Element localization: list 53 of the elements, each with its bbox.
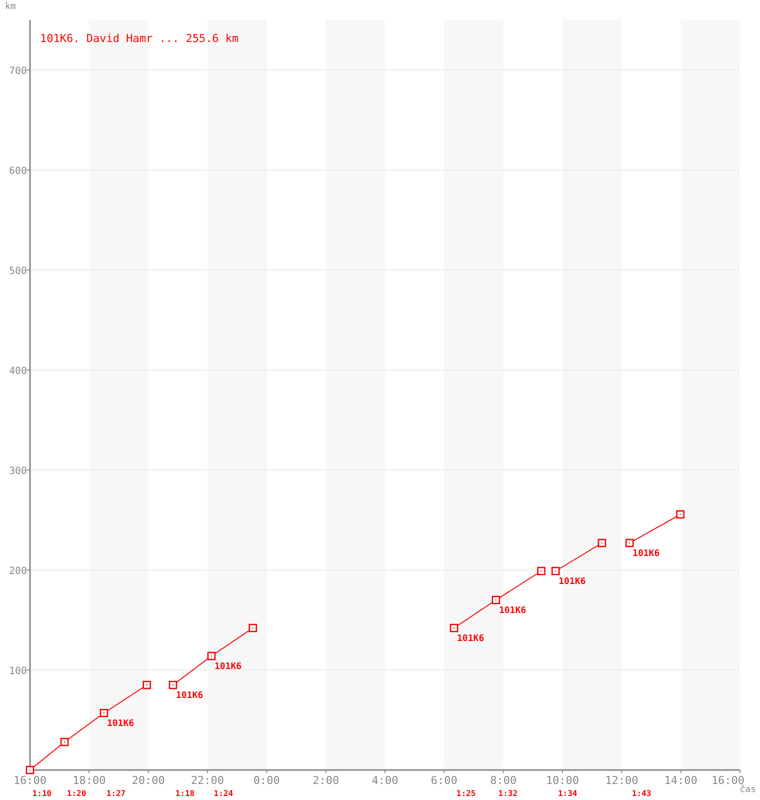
point (168, 680, 178, 690)
y-tick-label: 100 (8, 666, 27, 677)
y-tick-label: 200 (8, 566, 27, 577)
text: 1:24 (214, 789, 234, 798)
y-tick-label: 700 (8, 66, 27, 77)
annotation: 101K6 (106, 719, 134, 729)
point (625, 538, 634, 548)
point (100, 708, 108, 718)
annotation: 101K6 (498, 606, 526, 616)
annotation: 101K6 (214, 662, 242, 672)
y-tick-label: 400 (8, 366, 27, 377)
point (60, 738, 69, 746)
text: 1:20 (66, 789, 86, 798)
x-tick-label: 4:00 (372, 774, 398, 787)
annotation: 101K6 (632, 549, 660, 559)
x-tick-label: 22:00 (190, 774, 224, 787)
annotation: 101K6 (457, 634, 484, 644)
x-tick-label: 18:00 (72, 774, 106, 787)
point (676, 510, 684, 519)
x-tick-label: 14:00 (664, 774, 698, 787)
x-tick-label: 10:00 (546, 774, 580, 787)
point (551, 566, 560, 576)
x-tick-label: 8:00 (490, 774, 517, 787)
text: 1:25 (456, 789, 476, 798)
point (492, 596, 500, 604)
y-axis-title: km (5, 2, 16, 12)
x-tick-label: 6:00 (430, 774, 458, 787)
x-tick-label: 16:00 (711, 774, 745, 787)
point (450, 624, 458, 632)
text: 1:32 (498, 789, 518, 798)
text: 1:18 (175, 789, 195, 798)
point (598, 538, 606, 548)
point (537, 566, 546, 576)
point (26, 766, 34, 774)
x-tick-label: 12:00 (605, 774, 638, 787)
x-tick-label: 20:00 (132, 774, 165, 787)
y-tick-label: 600 (8, 166, 27, 177)
text: 1:27 (106, 789, 126, 798)
y-tick-label: 300 (8, 466, 27, 477)
text: 1:34 (558, 789, 578, 798)
point (142, 680, 152, 690)
annotation: 101K6 (176, 691, 204, 701)
point (248, 624, 258, 632)
text: 101K6. David Hamr ... 255.6 km (40, 32, 240, 45)
y-tick-label: 500 (8, 266, 27, 277)
point (207, 652, 216, 660)
text: 1:43 (632, 789, 652, 798)
x-axis-title: čas (740, 784, 756, 795)
text: 1:10 (32, 789, 52, 798)
annotation: 101K6 (558, 577, 586, 587)
x-tick-label: 2:00 (312, 774, 340, 787)
x-tick-label: 16:00 (13, 774, 47, 787)
x-tick-label: 0:00 (253, 774, 280, 787)
